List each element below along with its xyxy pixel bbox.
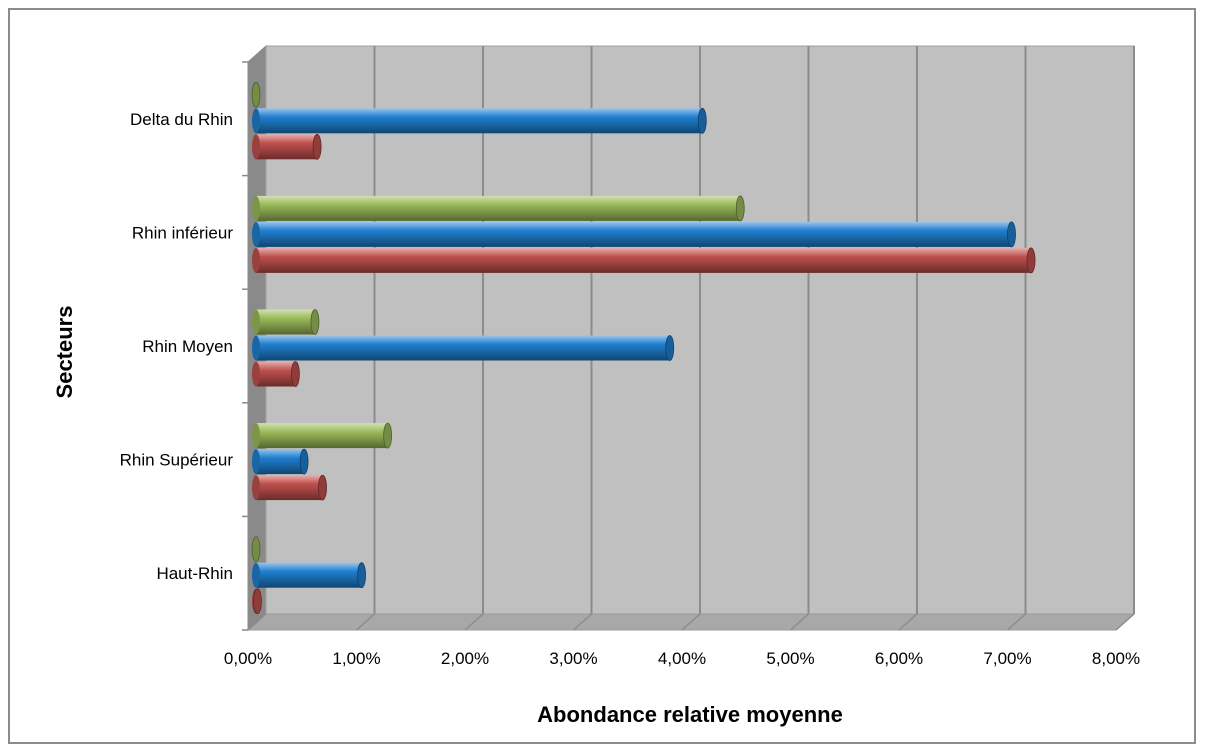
bar-base bbox=[252, 562, 260, 588]
bar-body bbox=[256, 221, 1012, 247]
bar bbox=[252, 361, 300, 387]
bar-base bbox=[252, 247, 260, 273]
bar bbox=[252, 562, 366, 589]
y-tick-label: Delta du Rhin bbox=[130, 110, 233, 129]
bar-body bbox=[256, 108, 703, 134]
floor-gridline bbox=[1115, 613, 1135, 631]
floor-gridline bbox=[790, 613, 809, 631]
bar-cap bbox=[383, 422, 393, 449]
y-tick-label: Rhin Supérieur bbox=[120, 451, 234, 470]
bar-base bbox=[252, 361, 260, 387]
bar bbox=[252, 474, 327, 501]
bar-cap bbox=[697, 107, 707, 134]
bar-base bbox=[252, 423, 260, 449]
bar-body bbox=[256, 449, 305, 475]
bar bbox=[251, 536, 261, 563]
bar bbox=[251, 81, 261, 108]
bar bbox=[252, 422, 393, 449]
bar-base bbox=[252, 108, 260, 134]
bar-cap bbox=[735, 195, 745, 222]
bar bbox=[252, 309, 320, 335]
floor-gridline bbox=[247, 613, 267, 631]
bar-body bbox=[256, 247, 1032, 273]
bar bbox=[252, 247, 1036, 274]
bar-body bbox=[256, 475, 323, 501]
x-tick-label: 4,00% bbox=[658, 649, 706, 668]
bar bbox=[252, 335, 675, 361]
y-tick-label: Haut-Rhin bbox=[156, 564, 233, 583]
y-axis-ticks: Haut-Rhin Rhin Supérieur Rhin Moyen Rhin in… bbox=[120, 61, 248, 631]
bar-cap bbox=[251, 536, 261, 563]
bar-cap bbox=[1007, 221, 1016, 248]
bar-base bbox=[252, 195, 260, 221]
bar-cap bbox=[318, 474, 327, 501]
bar-cap bbox=[1026, 247, 1036, 274]
gridlines bbox=[247, 46, 1135, 631]
bar-cap bbox=[357, 562, 366, 589]
bar bbox=[252, 133, 322, 160]
bar-cap bbox=[312, 133, 322, 160]
bar-body bbox=[256, 562, 362, 588]
x-tick-label: 7,00% bbox=[983, 649, 1031, 668]
bar bbox=[252, 107, 707, 134]
x-tick-label: 2,00% bbox=[441, 649, 489, 668]
bar-cap bbox=[251, 81, 261, 108]
bar-body bbox=[256, 335, 670, 361]
bar-cap bbox=[253, 588, 262, 615]
x-axis-title: Abondance relative moyenne bbox=[537, 702, 843, 727]
bar-body bbox=[256, 361, 296, 387]
bar-base bbox=[252, 475, 260, 501]
x-axis-ticks: 0,00% 1,00% 2,00% 3,00% 4,00% 5,00% 6,00% 7,00%… bbox=[224, 649, 1140, 668]
bars bbox=[251, 81, 1036, 615]
bar-cap bbox=[299, 448, 309, 475]
bar-base bbox=[252, 309, 260, 335]
bar-body bbox=[256, 195, 741, 221]
floor-gridline bbox=[356, 613, 375, 631]
bar-base bbox=[252, 335, 260, 361]
bar bbox=[252, 448, 309, 475]
bar-base bbox=[252, 134, 260, 160]
floor-gridline bbox=[1007, 613, 1026, 631]
bar-body bbox=[256, 134, 318, 160]
bar bbox=[252, 588, 262, 615]
bar bbox=[252, 221, 1016, 248]
x-tick-label: 8,00% bbox=[1092, 649, 1140, 668]
y-axis-title: Secteurs bbox=[52, 306, 77, 399]
bar-cap bbox=[310, 309, 320, 335]
x-tick-label: 3,00% bbox=[549, 649, 597, 668]
floor-gridline bbox=[898, 613, 918, 631]
x-tick-label: 0,00% bbox=[224, 649, 272, 668]
bar-cap bbox=[665, 335, 675, 361]
y-tick-label: Rhin inférieur bbox=[132, 223, 233, 242]
bar-cap bbox=[290, 361, 300, 387]
x-tick-label: 1,00% bbox=[332, 649, 380, 668]
bar-body bbox=[256, 309, 315, 335]
bar-body bbox=[256, 423, 388, 449]
bar-base bbox=[252, 449, 260, 475]
y-tick-label: Rhin Moyen bbox=[142, 337, 233, 356]
bar bbox=[252, 195, 745, 222]
x-tick-label: 6,00% bbox=[875, 649, 923, 668]
x-tick-label: 5,00% bbox=[766, 649, 814, 668]
floor-gridline bbox=[573, 613, 592, 631]
bar-base bbox=[252, 221, 260, 247]
floor-gridline bbox=[681, 613, 701, 631]
floor-gridline bbox=[464, 613, 484, 631]
